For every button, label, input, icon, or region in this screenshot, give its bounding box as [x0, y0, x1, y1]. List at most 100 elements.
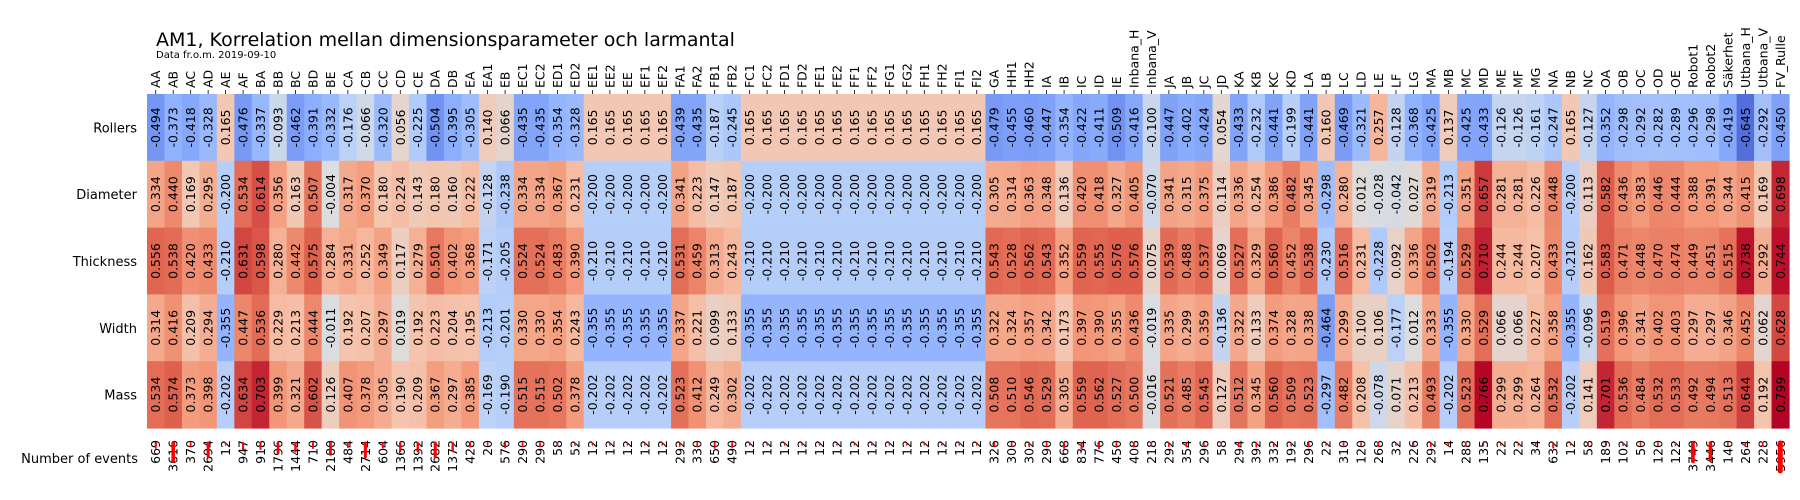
column-label: JD: [1214, 75, 1229, 89]
heatmap-cell: [374, 227, 393, 295]
column-label: NB: [1563, 70, 1578, 88]
column-label: IC: [1074, 75, 1089, 88]
cell-value: 0.322: [1231, 310, 1246, 346]
heatmap-cell: [391, 160, 410, 229]
heatmap-cell: [443, 160, 463, 229]
column-label: LG: [1406, 71, 1421, 88]
heatmap-cell: [1666, 294, 1685, 362]
heatmap-cell: [304, 294, 323, 362]
cell-value: -0.202: [585, 374, 600, 414]
heatmap-cell: [321, 160, 340, 229]
heatmap-cell: [915, 227, 934, 295]
heatmap-cell: [286, 361, 305, 429]
heatmap-cell: [793, 160, 812, 229]
heatmap-cell: [1142, 160, 1161, 229]
cell-value: -0.200: [655, 174, 670, 214]
heatmap-cell: [1247, 294, 1266, 362]
event-count: 290: [1039, 440, 1054, 464]
heatmap-cell: [828, 361, 847, 429]
heatmap-cell: [933, 361, 952, 429]
cell-value: 0.368: [463, 243, 478, 279]
heatmap-cell: [1649, 227, 1668, 295]
event-count: 408: [1126, 440, 1141, 464]
heatmap-cell: [601, 160, 620, 229]
cell-value: 0.305: [375, 377, 390, 413]
cell-value: -0.355: [969, 308, 984, 348]
cell-value: -0.202: [637, 374, 652, 414]
heatmap-cell: [1037, 227, 1056, 295]
cell-value: 0.448: [1633, 243, 1648, 279]
cell-value: 0.488: [1179, 243, 1194, 279]
event-count: 294: [1231, 440, 1246, 464]
event-count: 12: [602, 440, 617, 456]
event-count: 12: [777, 440, 792, 456]
heatmap-cell: [1090, 294, 1109, 362]
cell-value: 0.397: [1074, 310, 1089, 346]
cell-value: -0.298: [1616, 107, 1631, 147]
heatmap-cell: [1754, 227, 1773, 295]
column-label: EC2: [533, 63, 548, 88]
cell-value: -0.202: [602, 374, 617, 414]
heatmap-cell: [1684, 160, 1703, 229]
cell-value: 0.502: [550, 377, 565, 413]
column-label: LD: [1354, 71, 1369, 88]
heatmap-cell: [1614, 361, 1633, 429]
cell-value: -0.447: [1161, 107, 1176, 147]
cell-value: 0.204: [445, 310, 460, 346]
cell-value: 0.482: [1336, 377, 1351, 413]
cell-value: 0.207: [1528, 243, 1543, 279]
heatmap-cell: [269, 160, 288, 229]
event-count: 1796: [271, 440, 286, 472]
heatmap-cell: [181, 227, 201, 295]
cell-value: -0.433: [1231, 107, 1246, 147]
heatmap-cell: [1317, 361, 1336, 429]
cell-value: 0.575: [305, 243, 320, 279]
heatmap-cell: [181, 294, 201, 362]
cell-value: 0.537: [1196, 243, 1211, 279]
cell-value: -0.464: [1319, 308, 1334, 348]
cell-value: 0.165: [602, 110, 617, 146]
event-count: 140: [1720, 440, 1735, 464]
cell-value: 0.133: [1249, 310, 1264, 346]
heatmap-cell: [391, 227, 410, 295]
event-count: 300: [1004, 440, 1019, 464]
cell-value: 0.442: [288, 243, 303, 279]
heatmap-cell: [1736, 361, 1755, 429]
cell-value: 0.165: [847, 110, 862, 146]
cell-value: 0.433: [201, 243, 216, 279]
heatmap-cell: [531, 227, 550, 295]
heatmap-cell: [1352, 361, 1371, 429]
heatmap-cell: [478, 94, 497, 162]
cell-value: 0.244: [1511, 243, 1526, 279]
heatmap-cell: [880, 294, 899, 362]
cell-value: 0.407: [340, 377, 355, 413]
cell-value: -0.355: [829, 308, 844, 348]
column-label: AD: [201, 70, 216, 88]
heatmap-cell: [1404, 160, 1423, 229]
cell-value: 0.536: [253, 310, 268, 346]
heatmap-cell: [950, 294, 969, 362]
cell-value: 0.634: [236, 377, 251, 413]
cell-value: 0.165: [934, 110, 949, 146]
cell-value: -0.435: [690, 107, 705, 147]
heatmap-cell: [234, 160, 253, 229]
cell-value: -0.435: [515, 107, 530, 147]
heatmap-cell: [1212, 361, 1231, 429]
heatmap-cell: [1195, 294, 1214, 362]
heatmap-cell: [321, 294, 340, 362]
cell-value: 0.334: [148, 176, 163, 212]
heatmap-cell: [1771, 294, 1790, 362]
heatmap-cell: [653, 361, 672, 429]
event-count: 12: [829, 440, 844, 456]
event-count: 32: [1388, 440, 1403, 456]
heatmap-cell: [1561, 160, 1580, 229]
cell-value: 0.524: [533, 243, 548, 279]
heatmap-cell: [1544, 94, 1563, 162]
cell-value: 0.292: [1755, 243, 1770, 279]
cell-value: 0.281: [1493, 176, 1508, 212]
cell-value: 0.519: [1598, 310, 1613, 346]
heatmap-cell: [636, 160, 655, 229]
heatmap-cell: [1002, 294, 1022, 362]
cell-value: -0.202: [969, 374, 984, 414]
heatmap-cell: [968, 160, 987, 229]
